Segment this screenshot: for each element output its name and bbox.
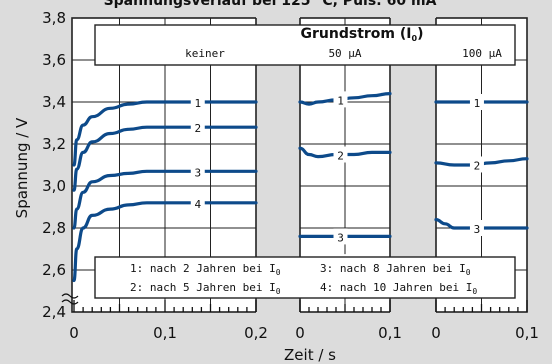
chart-title: Spannungsverlauf bei 125 °C, Puls: 60 mA bbox=[104, 0, 437, 9]
series-label: 1 bbox=[337, 94, 344, 107]
series-line bbox=[72, 201, 258, 283]
y-tick-label: 2,4 bbox=[42, 303, 66, 321]
series-line bbox=[72, 100, 258, 167]
x-tick-label: 0 bbox=[69, 324, 79, 342]
y-axis-label: Spannung / V bbox=[13, 117, 31, 218]
x-tick-label: 0,2 bbox=[244, 324, 268, 342]
header-box bbox=[94, 24, 516, 66]
y-tick-label: 3,4 bbox=[42, 93, 66, 111]
x-tick-label: 0,1 bbox=[378, 324, 402, 342]
legend-entry: 3: nach 8 Jahren bei I0 bbox=[320, 262, 471, 277]
series-label-bg bbox=[333, 146, 348, 163]
y-tick-label: 3,2 bbox=[42, 135, 66, 153]
series-label: 3 bbox=[337, 231, 344, 244]
legend-box bbox=[94, 256, 516, 299]
panel-name: 100 µA bbox=[462, 47, 502, 60]
series-label: 1 bbox=[194, 97, 201, 110]
x-tick-label: 0 bbox=[295, 324, 305, 342]
series-label: 2 bbox=[474, 159, 481, 172]
y-tick-label: 3,6 bbox=[42, 51, 66, 69]
series-label: 3 bbox=[474, 223, 481, 236]
series-label-bg bbox=[190, 119, 205, 136]
legend-entry: 2: nach 5 Jahren bei I0 bbox=[130, 281, 281, 296]
legend-entry: 1: nach 2 Jahren bei I0 bbox=[130, 262, 281, 277]
series-label: 4 bbox=[194, 198, 201, 211]
series-label-bg bbox=[333, 228, 348, 245]
series-label-bg bbox=[469, 220, 484, 236]
y-tick-label: 2,6 bbox=[42, 261, 66, 279]
series-label: 2 bbox=[194, 122, 201, 135]
series-label-bg bbox=[333, 91, 348, 108]
series-line bbox=[72, 169, 258, 230]
series-label: 2 bbox=[337, 150, 344, 163]
y-tick-label: 3,8 bbox=[42, 9, 66, 27]
series-label: 3 bbox=[194, 166, 201, 179]
series-label-bg bbox=[190, 163, 205, 180]
x-tick-label: 0,1 bbox=[153, 324, 177, 342]
x-tick-label: 0 bbox=[431, 324, 441, 342]
panel-name: 50 µA bbox=[328, 47, 361, 60]
y-tick-label: 2,8 bbox=[42, 219, 66, 237]
panel-name: keiner bbox=[185, 47, 225, 60]
x-tick-label: 0,1 bbox=[515, 324, 539, 342]
x-axis-label: Zeit / s bbox=[284, 346, 336, 364]
axis-break bbox=[61, 299, 79, 305]
series-label-bg bbox=[469, 156, 484, 173]
series-label-bg bbox=[190, 94, 205, 110]
series-label-bg bbox=[190, 194, 205, 211]
legend-entry: 4: nach 10 Jahren bei I0 bbox=[320, 281, 477, 296]
grundstrom-label: Grundstrom (I0) bbox=[301, 26, 424, 43]
series-label-bg bbox=[469, 94, 484, 110]
series-line bbox=[72, 125, 258, 192]
y-tick-label: 3,0 bbox=[42, 177, 66, 195]
axis-break bbox=[61, 293, 79, 299]
series-label: 1 bbox=[474, 97, 481, 110]
